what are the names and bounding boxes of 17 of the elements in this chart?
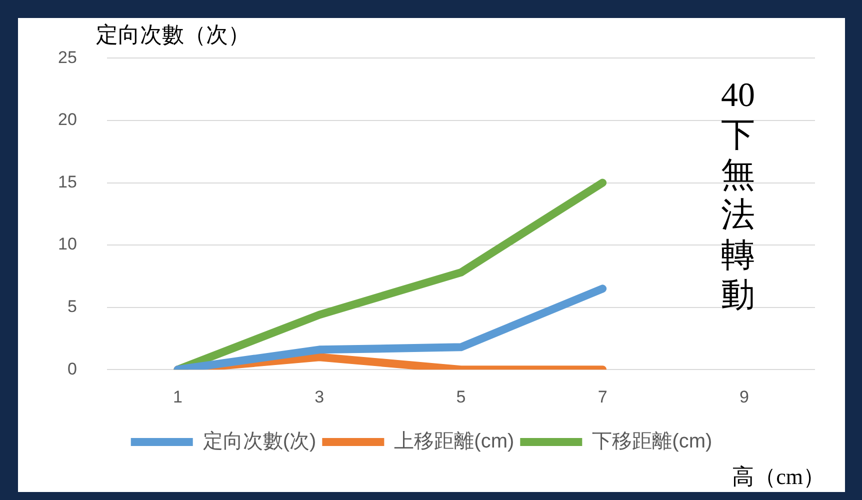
y-tick-label: 20 — [58, 110, 77, 130]
y-tick-label: 10 — [58, 234, 77, 254]
y-axis-title: 定向次數（次） — [96, 21, 250, 49]
legend-label: 定向次數(次) — [202, 430, 316, 453]
y-tick-label: 5 — [67, 297, 77, 316]
x-tick-label: 5 — [456, 387, 466, 406]
y-tick-label: 25 — [58, 48, 77, 67]
legend-label: 上移距離(cm) — [394, 430, 514, 453]
x-axis-title: 高（cm） — [732, 463, 825, 491]
x-tick-label: 9 — [739, 387, 749, 406]
annotation: 40下無法轉動 — [720, 76, 756, 316]
legend-label: 下移距離(cm) — [592, 430, 712, 453]
y-tick-label: 15 — [58, 172, 77, 192]
y-tick-label: 0 — [67, 359, 77, 378]
x-tick-label: 3 — [314, 387, 324, 406]
x-tick-label: 1 — [172, 387, 182, 406]
x-tick-label: 7 — [598, 387, 608, 406]
